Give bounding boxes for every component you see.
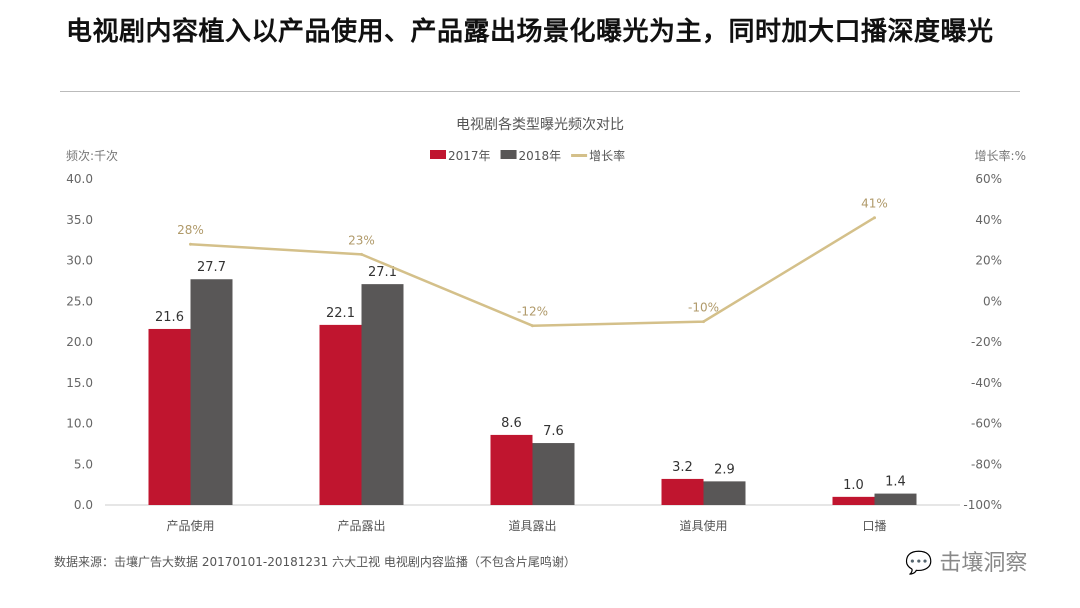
y-tick-label: 5.0 xyxy=(74,457,93,471)
y2-tick-label: 60% xyxy=(975,172,1002,186)
growth-rate-label: -12% xyxy=(517,305,548,319)
bar-2017年 xyxy=(661,478,704,505)
bar-data-label: 27.7 xyxy=(197,260,226,275)
y2-tick-label: -100% xyxy=(963,498,1002,512)
growth-rate-point xyxy=(189,242,192,246)
y2-tick-label: 0% xyxy=(983,294,1002,308)
legend-label: 增长率 xyxy=(589,148,625,163)
bar-data-label: 27.1 xyxy=(368,265,397,280)
y-tick-label: 25.0 xyxy=(66,294,93,308)
y-axis-label: 频次:千次 xyxy=(66,149,118,163)
growth-rate-point xyxy=(702,320,705,324)
bar-data-label: 8.6 xyxy=(501,416,522,431)
wechat-icon: 💬 xyxy=(905,551,933,576)
x-tick-label: 道具使用 xyxy=(679,518,727,533)
y2-tick-label: -20% xyxy=(971,335,1002,349)
bar-data-label: 21.6 xyxy=(155,310,184,325)
y-tick-label: 40.0 xyxy=(66,172,93,186)
y2-tick-label: 20% xyxy=(975,254,1002,268)
y-tick-label: 15.0 xyxy=(66,376,93,390)
bar-data-label: 2.9 xyxy=(714,462,735,477)
y2-axis-label: 增长率:% xyxy=(975,148,1026,163)
y-tick-label: 0.0 xyxy=(74,498,93,512)
bar-2017年 xyxy=(148,328,191,505)
bar-data-label: 1.4 xyxy=(885,475,906,490)
legend-swatch xyxy=(571,154,588,157)
bar-data-label: 3.2 xyxy=(672,460,693,475)
bar-2018年 xyxy=(703,481,746,505)
growth-rate-label: 41% xyxy=(861,197,888,211)
bar-data-label: 22.1 xyxy=(326,306,355,321)
bar-2018年 xyxy=(190,279,233,505)
legend: 2017年 2018年 增长率 xyxy=(430,148,625,163)
y-tick-label: 10.0 xyxy=(66,417,93,431)
watermark: 💬 击壤洞察 xyxy=(905,545,1027,577)
y2-tick-label: -80% xyxy=(971,457,1002,471)
legend-swatch xyxy=(430,150,446,159)
legend-label: 2017年 xyxy=(448,149,491,163)
growth-rate-point xyxy=(531,324,534,328)
bar-2017年 xyxy=(319,324,362,505)
bar-data-label: 7.6 xyxy=(543,424,564,439)
y-tick-label: 30.0 xyxy=(66,254,93,268)
growth-rate-point xyxy=(873,216,876,220)
watermark-text: 击壤洞察 xyxy=(939,551,1028,576)
page-title: 电视剧内容植入以产品使用、产品露出场景化曝光为主，同时加大口播深度曝光 xyxy=(66,17,994,47)
x-tick-label: 口播 xyxy=(862,519,886,533)
chart-title: 电视剧各类型曝光频次对比 xyxy=(456,117,624,133)
bar-2017年 xyxy=(490,434,533,505)
bar-data-label: 1.0 xyxy=(843,478,864,493)
x-tick-label: 道具露出 xyxy=(508,519,556,533)
y2-tick-label: 40% xyxy=(975,213,1002,227)
growth-rate-label: 28% xyxy=(177,223,204,237)
growth-rate-point xyxy=(360,252,363,256)
x-tick-label: 产品露出 xyxy=(337,519,385,533)
source-note: 数据来源：击壤广告大数据 20170101-20181231 六大卫视 电视剧内… xyxy=(54,555,576,569)
bar-2018年 xyxy=(532,443,575,505)
y-tick-label: 20.0 xyxy=(66,335,93,349)
title-divider xyxy=(60,91,1020,92)
y2-tick-label: -40% xyxy=(971,376,1002,390)
y2-tick-label: -60% xyxy=(971,417,1002,431)
legend-label: 2018年 xyxy=(519,149,562,163)
bar-2018年 xyxy=(361,284,404,505)
bar-2018年 xyxy=(874,493,917,505)
x-tick-label: 产品使用 xyxy=(166,518,214,533)
legend-swatch xyxy=(500,150,517,159)
y-tick-label: 35.0 xyxy=(66,213,93,227)
growth-rate-label: 23% xyxy=(348,233,375,247)
bar-2017年 xyxy=(832,496,875,505)
growth-rate-label: -10% xyxy=(688,301,719,315)
